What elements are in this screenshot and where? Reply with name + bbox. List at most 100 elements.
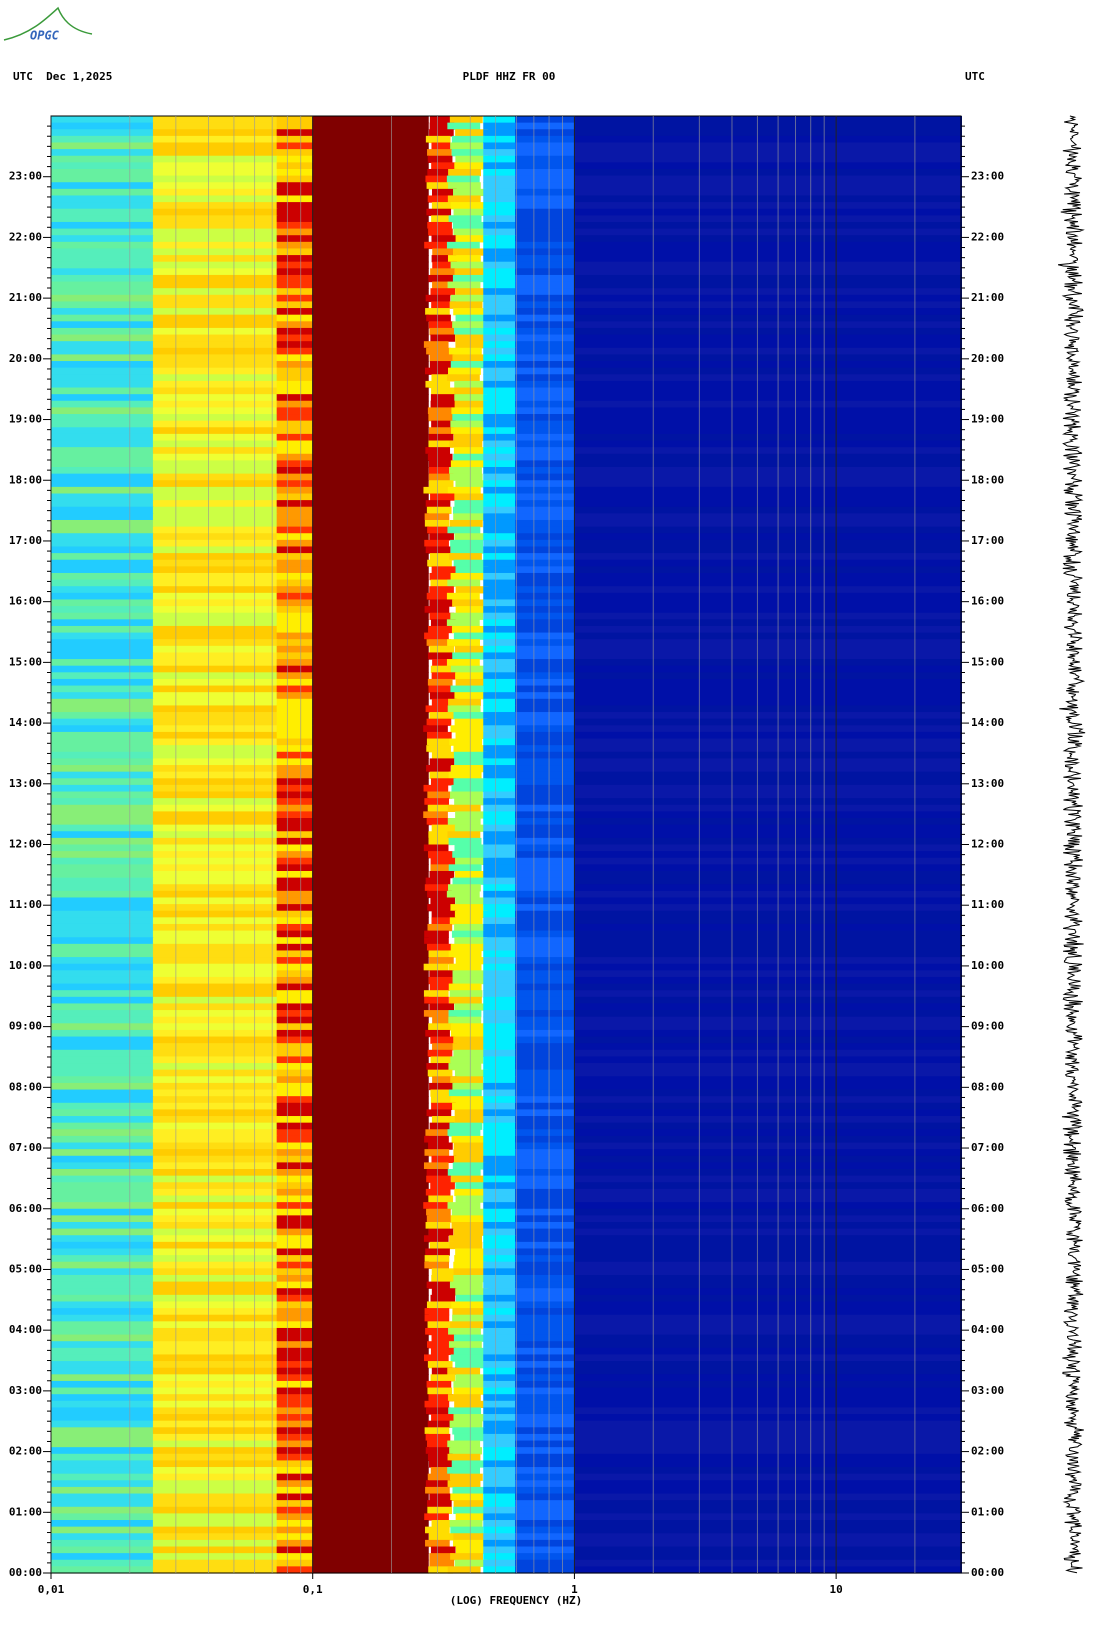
spectrogram-cell [446,374,480,382]
spectrogram-cell [312,1221,429,1230]
spectrogram-cell [455,678,489,687]
spectrogram-cell [152,235,278,243]
spectrogram-cell [515,1043,576,1051]
spectrogram-cell [515,1427,576,1435]
spectrogram-cell [312,685,429,693]
spectrogram-cell [312,923,429,932]
y-tick-label: 01:00 [9,1505,42,1518]
spectrogram-cell [276,990,314,998]
spectrogram-cell [423,811,448,819]
spectrogram-cell [276,1414,314,1422]
spectrogram-cell [515,1294,576,1303]
spectrogram-cell [152,844,278,852]
spectrogram-cell [483,195,517,203]
spectrogram-cell [51,1202,154,1210]
spectrogram-cell [431,672,457,680]
spectrogram-cell [426,1301,452,1309]
spectrogram-cell [515,453,576,461]
spectrogram-cell [431,1155,457,1163]
spectrogram-cell [51,1566,154,1574]
spectrogram-cell [51,1169,154,1177]
spectrogram-cell [483,394,517,402]
spectrogram-cell [276,1069,314,1077]
spectrogram-cell [574,890,962,899]
spectrogram-cell [483,1175,517,1183]
spectrogram-cell [276,1559,314,1567]
spectrogram-cell [574,1261,962,1269]
spectrogram-cell [574,553,962,561]
spectrogram-cell [152,1036,278,1044]
spectrogram-cell [453,1036,487,1044]
spectrogram-cell [448,1327,481,1336]
spectrogram-cell [312,394,429,402]
spectrogram-cell [515,122,576,130]
spectrogram-cell [574,1334,962,1342]
spectrogram-cell [152,1301,278,1309]
spectrogram-cell [426,182,452,190]
spectrogram-cell [152,301,278,309]
spectrogram-cell [453,1049,487,1058]
y-tick-label: 15:00 [971,655,1004,668]
spectrogram-cell [152,281,278,289]
spectrogram-cell [483,778,517,786]
spectrogram-cell [515,367,576,375]
spectrogram-cell [152,1142,278,1150]
spectrogram-cell [574,1301,962,1309]
spectrogram-cell [312,784,429,793]
spectrogram-cell [455,1248,488,1256]
spectrogram-cell [152,341,278,349]
spectrogram-cell [483,208,517,216]
spectrogram-cell [430,857,456,865]
spectrogram-cell [483,546,517,554]
y-tick-label: 13:00 [9,777,42,790]
spectrogram-cell [312,1063,429,1071]
spectrogram-cell [276,765,314,773]
spectrogram-cell [426,1407,451,1415]
spectrogram-cell [431,910,457,918]
spectrogram-cell [574,155,962,163]
spectrogram-cell [276,745,314,753]
spectrogram-cell [483,301,517,309]
spectrogram-cell [276,791,314,799]
spectrogram-cell [427,1049,453,1058]
spectrogram-cell [312,1082,429,1091]
spectrogram-cell [312,1169,429,1177]
spectrogram-cell [574,1208,962,1216]
spectrogram-cell [428,473,454,481]
spectrogram-cell [483,235,517,243]
spectrogram-cell [312,208,429,216]
spectrogram-cell [574,506,962,514]
spectrogram-cell [276,1334,314,1342]
spectrogram-cell [152,791,278,799]
spectrogram-cell [312,1453,429,1462]
spectrogram-cell [483,672,517,680]
spectrogram-cell [424,1308,450,1316]
spectrogram-cell [152,804,278,812]
spectrogram-cell [515,215,576,223]
spectrogram-cell [152,572,278,581]
spectrogram-cell [574,844,962,852]
spectrogram-cell [312,1301,429,1309]
spectrogram-cell [450,460,484,468]
spectrogram-cell [515,738,576,746]
spectrogram-cell [423,963,449,971]
spectrogram-cell [483,1122,517,1130]
spectrogram-cell [483,1500,517,1508]
spectrogram-cell [483,1142,517,1150]
spectrogram-cell [312,970,429,978]
spectrogram-cell [483,486,517,495]
spectrogram-cell [424,539,449,548]
spectrogram-cell [515,572,576,581]
spectrogram-cell [276,771,314,779]
spectrogram-cell [51,1255,154,1263]
spectrogram-cell [483,294,517,303]
spectrogram-cell [483,1096,517,1104]
spectrogram-cell [312,904,429,912]
spectrogram-cell [574,1221,962,1230]
spectrogram-cell [574,1374,962,1382]
spectrogram-cell [51,506,154,514]
spectrogram-cell [152,619,278,627]
spectrogram-cell [483,321,517,329]
spectrogram-cell [483,420,517,428]
spectrogram-cell [51,122,154,130]
